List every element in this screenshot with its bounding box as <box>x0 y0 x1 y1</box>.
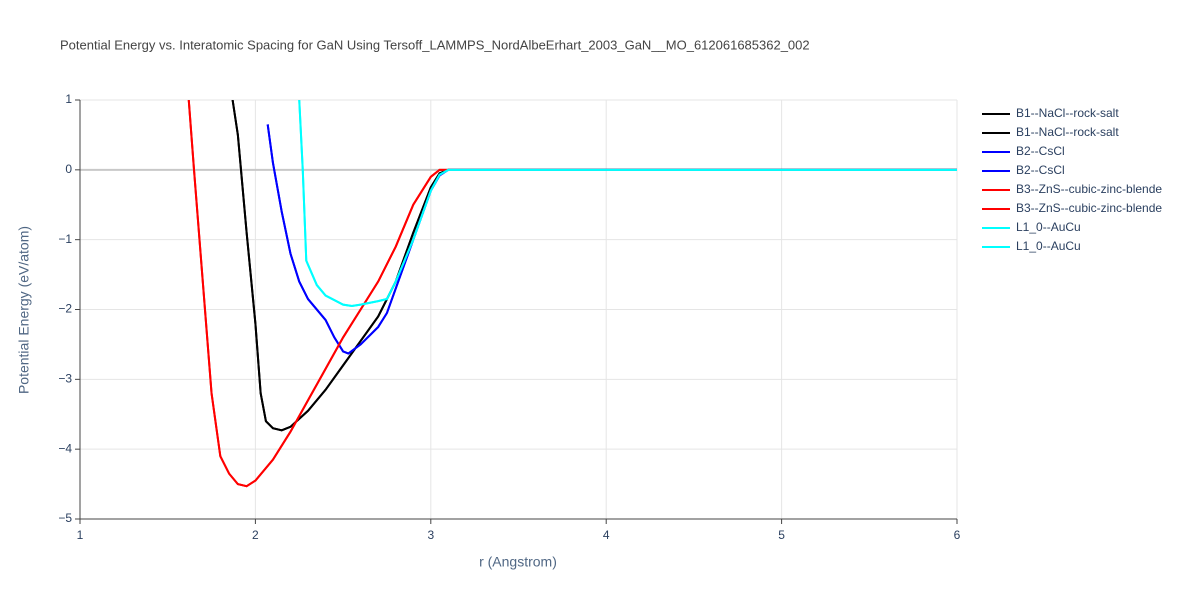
y-tick-label: −1 <box>58 232 72 246</box>
chart-title: Potential Energy vs. Interatomic Spacing… <box>60 37 810 52</box>
plot-area <box>187 100 957 488</box>
grid: 1 2 3 4 5 6 −5 −4 −3 −2 −1 0 1 <box>58 92 960 542</box>
x-axis-title: r (Angstrom) <box>479 554 557 570</box>
series-line <box>231 100 957 432</box>
series-line <box>266 124 957 355</box>
series-line <box>187 100 957 488</box>
legend-label: L1_0--AuCu <box>1016 239 1081 253</box>
legend-label: B1--NaCl--rock-salt <box>1016 106 1119 120</box>
y-tick-label: −4 <box>58 441 72 455</box>
x-tick-label: 5 <box>778 528 785 542</box>
y-tick-label: −2 <box>58 302 72 316</box>
legend-label: B2--CsCl <box>1016 163 1065 177</box>
legend-label: B1--NaCl--rock-salt <box>1016 125 1119 139</box>
x-tick-label: 1 <box>77 528 84 542</box>
x-tick-label: 2 <box>252 528 259 542</box>
y-tick-label: −5 <box>58 511 72 525</box>
legend-label: L1_0--AuCu <box>1016 220 1081 234</box>
y-tick-label: 1 <box>65 92 72 106</box>
y-axis-title: Potential Energy (eV/atom) <box>16 226 32 394</box>
legend-label: B2--CsCl <box>1016 144 1065 158</box>
y-tick-label: 0 <box>65 162 72 176</box>
x-tick-label: 6 <box>954 528 961 542</box>
x-tick-label: 3 <box>427 528 434 542</box>
y-tick-label: −3 <box>58 372 72 386</box>
legend-label: B3--ZnS--cubic-zinc-blende <box>1016 182 1162 196</box>
legend: B1--NaCl--rock-salt B1--NaCl--rock-salt B2… <box>982 106 1162 253</box>
series-line <box>266 124 957 355</box>
series-line <box>298 100 957 308</box>
series-line <box>231 100 957 432</box>
legend-label: B3--ZnS--cubic-zinc-blende <box>1016 201 1162 215</box>
x-tick-label: 4 <box>603 528 610 542</box>
